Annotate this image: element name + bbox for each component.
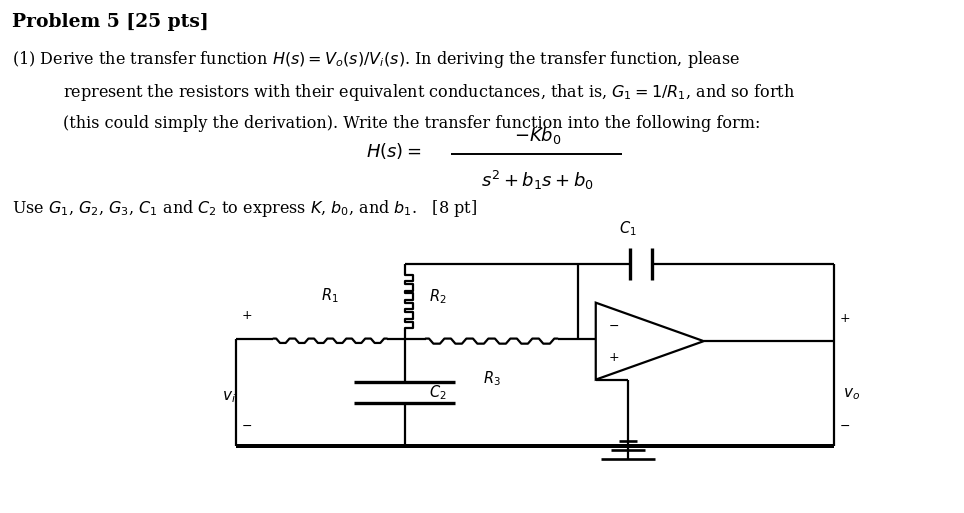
Text: (1) Derive the transfer function $H(s) = V_o(s)/V_i(s)$. In deriving the transfe: (1) Derive the transfer function $H(s) =… — [12, 49, 740, 70]
Text: $R_3$: $R_3$ — [483, 369, 500, 388]
Text: $H(s) = $: $H(s) = $ — [366, 142, 422, 161]
Text: $v_i$: $v_i$ — [222, 390, 235, 405]
Text: $-$: $-$ — [608, 319, 620, 331]
Text: $R_2$: $R_2$ — [429, 287, 446, 306]
Text: $-$: $-$ — [241, 419, 253, 432]
Text: $+$: $+$ — [839, 311, 850, 325]
Text: $C_1$: $C_1$ — [619, 219, 636, 238]
Text: $+$: $+$ — [608, 351, 620, 364]
Text: $+$: $+$ — [241, 309, 253, 322]
Text: (this could simply the derivation). Write the transfer function into the followi: (this could simply the derivation). Writ… — [63, 115, 760, 132]
Text: $s^2 + b_1s + b_0$: $s^2 + b_1s + b_0$ — [481, 169, 595, 192]
Text: $-$: $-$ — [839, 419, 850, 432]
Text: $v_o$: $v_o$ — [843, 386, 860, 402]
Text: represent the resistors with their equivalent conductances, that is, $G_1 = 1/R_: represent the resistors with their equiv… — [63, 82, 795, 103]
Text: $-Kb_0$: $-Kb_0$ — [514, 126, 562, 146]
Text: Use $G_1$, $G_2$, $G_3$, $C_1$ and $C_2$ to express $K$, $b_0$, and $b_1$.   [8 : Use $G_1$, $G_2$, $G_3$, $C_1$ and $C_2$… — [12, 198, 476, 219]
Text: Problem 5 [25 pts]: Problem 5 [25 pts] — [12, 13, 208, 31]
Text: $R_1$: $R_1$ — [321, 287, 339, 305]
Text: $C_2$: $C_2$ — [429, 383, 446, 402]
